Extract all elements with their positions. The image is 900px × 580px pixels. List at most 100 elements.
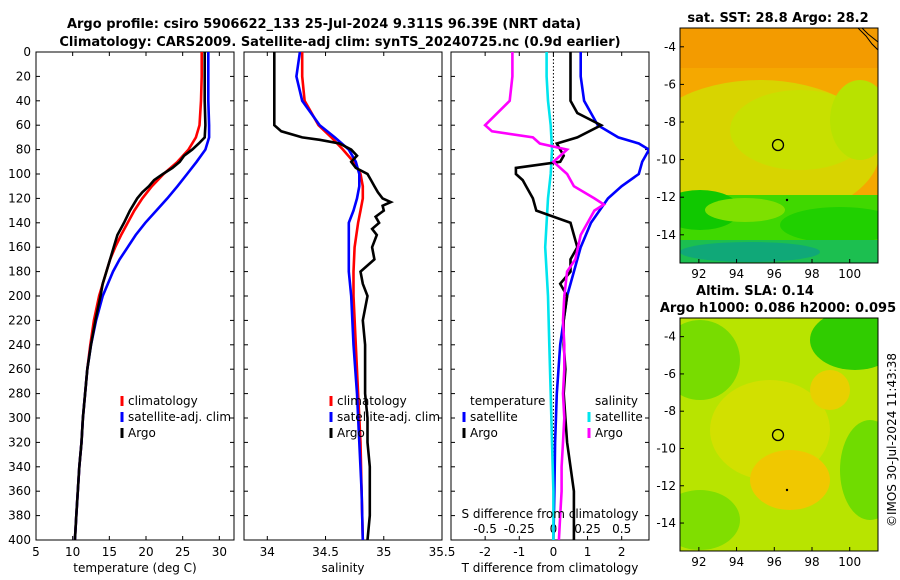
salinity-satellite-line [295, 52, 365, 540]
legend-salinity-argo-label: Argo [595, 426, 623, 440]
salinity-tick-label: 34 [260, 545, 275, 559]
temperature-argo-line [73, 52, 207, 540]
depth-tick-label: 380 [8, 509, 31, 523]
sla-map-green-patch [840, 420, 878, 520]
latitude-tick-label: -8 [664, 404, 676, 418]
legend-argo-label: Argo [128, 426, 156, 440]
salinity-axis-label: salinity [321, 561, 364, 575]
depth-tick-label: 340 [8, 460, 31, 474]
depth-tick-label: 400 [8, 533, 31, 547]
depth-tick-label: 140 [8, 216, 31, 230]
latitude-tick-label: -10 [656, 153, 676, 167]
figure-title-line2: Climatology: CARS2009. Satellite-adj cli… [59, 35, 620, 50]
longitude-tick-label: 98 [804, 555, 819, 569]
temperature-difference-tick-label: 2 [618, 545, 626, 559]
longitude-tick-label: 100 [838, 555, 861, 569]
salinity-difference-axis-ticks: -0.5-0.2500.250.5 [473, 522, 631, 536]
temperature-tick-label: 25 [175, 545, 190, 559]
salinity-difference-tick-label: -0.5 [473, 522, 496, 536]
salinity-satellite-difference-line [543, 52, 555, 540]
sla-map-title: Altim. SLA: 0.14 [696, 284, 814, 299]
salinity-legend: climatology satellite-adj. clim Argo [329, 394, 440, 440]
legend-salinity-header: salinity [595, 394, 638, 408]
depth-tick-label: 320 [8, 435, 31, 449]
sst-map-yellow-east [830, 80, 878, 160]
sst-island-marker [785, 198, 789, 202]
depth-tick-label: 180 [8, 265, 31, 279]
latitude-tick-label: -4 [664, 40, 676, 54]
salinity-argo-line [273, 52, 394, 540]
temperature-tick-label: 10 [65, 545, 80, 559]
sst-map-coastline [857, 28, 878, 51]
sla-map-orange-patch [750, 450, 830, 510]
legend-satellite-label: satellite-adj. clim [128, 410, 231, 424]
depth-tick-label: 60 [16, 118, 31, 132]
salinity-difference-tick-label: 0.25 [574, 522, 601, 536]
temperature-satellite-difference-line [552, 52, 649, 540]
temperature-difference-tick-label: 1 [584, 545, 592, 559]
salinity-tick-label: 35.5 [429, 545, 456, 559]
longitude-tick-label: 92 [691, 555, 706, 569]
sla-map-longitude-ticks: 92 94 96 98 100 [691, 547, 861, 569]
depth-tick-label: 300 [8, 411, 31, 425]
depth-tick-label: 200 [8, 289, 31, 303]
salinity-axis-ticks: 34 34.5 35 35.5 [260, 52, 456, 559]
sst-argo-position-marker [771, 138, 785, 152]
sla-map-frame [679, 317, 879, 552]
legend-climatology-label: climatology [337, 394, 407, 408]
longitude-tick-label: 96 [767, 555, 782, 569]
legend-climatology-label: climatology [128, 394, 198, 408]
figure-title-line1: Argo profile: csiro 5906622_133 25-Jul-2… [67, 17, 581, 32]
latitude-tick-label: -12 [656, 190, 676, 204]
salinity-tick-label: 34.5 [312, 545, 339, 559]
sst-map-title: sat. SST: 28.8 Argo: 28.2 [687, 11, 868, 26]
salinity-tick-label: 35 [376, 545, 391, 559]
temperature-argo-difference-line [514, 52, 605, 540]
sla-argo-position-marker [771, 428, 785, 442]
legend-temperature-header: temperature [470, 394, 545, 408]
latitude-tick-label: -6 [664, 367, 676, 381]
depth-tick-label: 360 [8, 484, 31, 498]
sla-map-green-patch [680, 490, 740, 550]
salinity-difference-tick-label: 0.5 [612, 522, 631, 536]
longitude-tick-label: 96 [767, 267, 782, 281]
sla-map-orange-patch [810, 370, 850, 410]
longitude-tick-label: 98 [804, 267, 819, 281]
temperature-tick-label: 30 [212, 545, 227, 559]
depth-tick-label: 160 [8, 240, 31, 254]
sst-map-light-patch [705, 198, 785, 222]
legend-temperature-satellite-label: satellite [470, 410, 518, 424]
depth-tick-label: 240 [8, 338, 31, 352]
temperature-axis-ticks: 5 10 15 20 25 30 [32, 52, 227, 559]
latitude-tick-label: -8 [664, 115, 676, 129]
temperature-difference-tick-label: -1 [513, 545, 525, 559]
latitude-tick-label: -14 [656, 516, 676, 530]
sst-map-green-patch [780, 207, 878, 243]
sst-map-warm-band [680, 28, 878, 68]
sst-map [680, 28, 878, 263]
depth-tick-label: 0 [23, 45, 31, 59]
latitude-tick-label: -6 [664, 77, 676, 91]
legend-satellite-label: satellite-adj. clim [337, 410, 440, 424]
depth-tick-label: 40 [16, 94, 31, 108]
longitude-tick-label: 92 [691, 267, 706, 281]
longitude-tick-label: 94 [729, 267, 744, 281]
depth-axis-ticks: 0 20 40 60 80 100 120 140 160 180 200 220 240 260 280 3… [8, 45, 649, 547]
depth-tick-label: 220 [8, 313, 31, 327]
sst-map-frame [679, 27, 879, 264]
legend-argo-label: Argo [337, 426, 365, 440]
depth-tick-label: 20 [16, 69, 31, 83]
temperature-axis-label: temperature (deg C) [73, 561, 196, 575]
sla-map-subtitle: Argo h1000: 0.086 h2000: 0.095 [660, 301, 896, 316]
latitude-tick-label: -12 [656, 479, 676, 493]
legend-salinity-satellite-label: satellite [595, 410, 643, 424]
sst-map-latitude-ticks: -4 -6 -8 -10 -12 -14 [656, 40, 684, 242]
sst-map-cool-patch [680, 242, 820, 262]
temperature-legend: climatology satellite-adj. clim Argo [120, 394, 231, 440]
latitude-tick-label: -4 [664, 330, 676, 344]
longitude-tick-label: 100 [838, 267, 861, 281]
sla-map [680, 318, 878, 551]
temperature-difference-tick-label: -2 [479, 545, 491, 559]
depth-tick-label: 260 [8, 362, 31, 376]
